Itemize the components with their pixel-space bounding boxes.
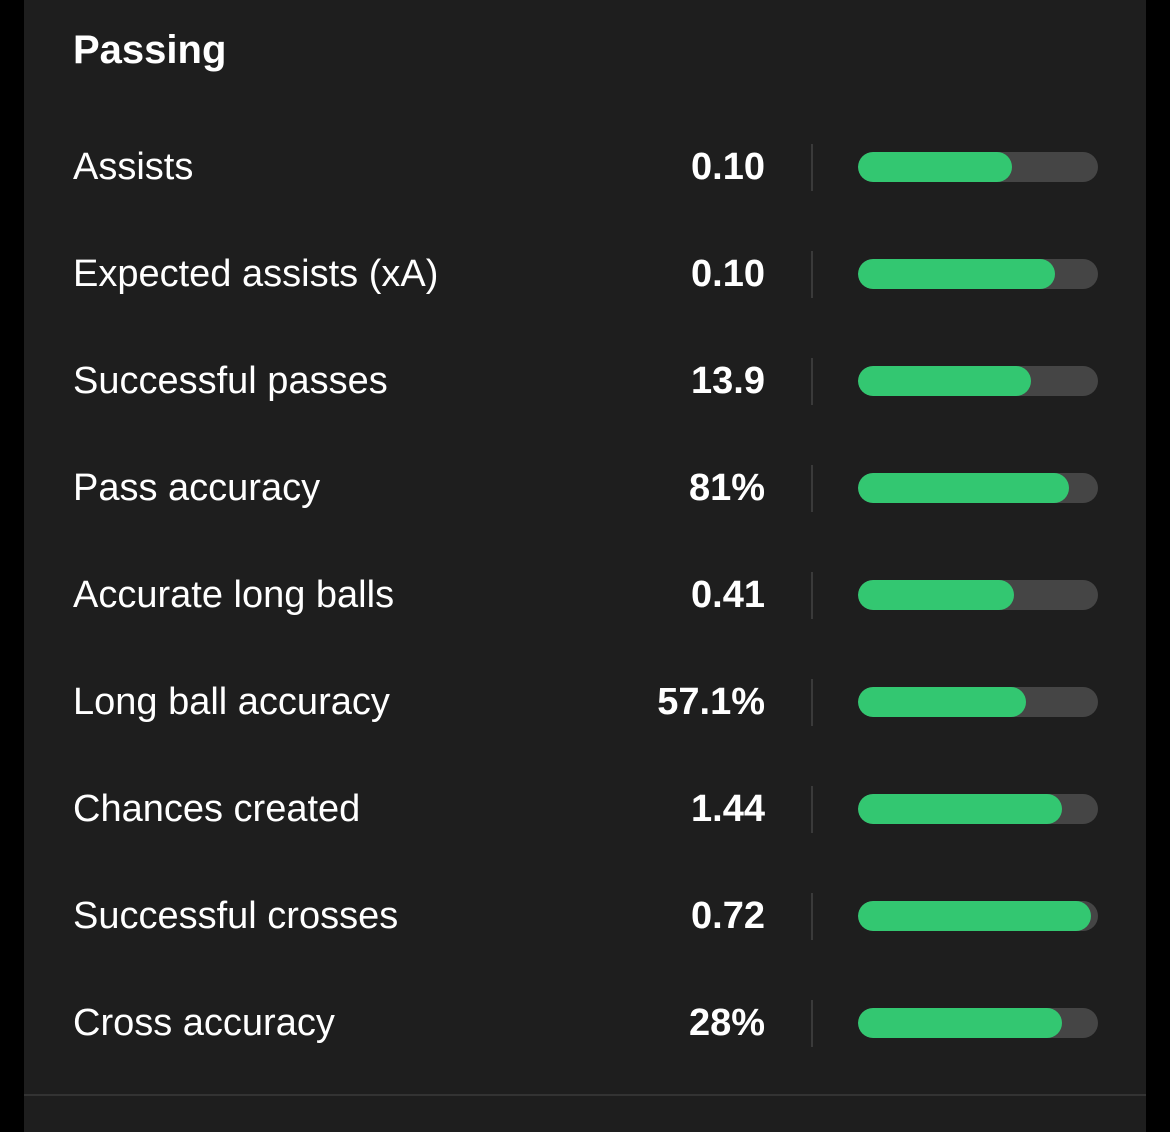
- stats-list: Assists 0.10 Expected assists (xA) 0.10 …: [24, 114, 1146, 1077]
- row-divider: [811, 1000, 813, 1047]
- row-divider: [811, 786, 813, 833]
- row-divider: [811, 893, 813, 940]
- stat-label: Successful crosses: [73, 895, 399, 937]
- row-divider: [811, 465, 813, 512]
- stat-row-expected-assists: Expected assists (xA) 0.10: [24, 221, 1146, 328]
- percentile-bar-fill: [858, 366, 1031, 396]
- row-divider: [811, 144, 813, 191]
- stat-row-cross-accuracy: Cross accuracy 28%: [24, 970, 1146, 1077]
- stat-label: Chances created: [73, 788, 361, 830]
- stat-value: 0.10: [691, 253, 765, 295]
- stat-label: Pass accuracy: [73, 467, 321, 509]
- percentile-bar-fill: [858, 259, 1055, 289]
- stat-value: 28%: [688, 1002, 765, 1044]
- row-divider: [811, 358, 813, 405]
- row-divider: [811, 251, 813, 298]
- stat-row-long-ball-accuracy: Long ball accuracy 57.1%: [24, 649, 1146, 756]
- stat-value: 57.1%: [657, 681, 765, 723]
- percentile-bar-fill: [858, 687, 1026, 717]
- stat-row-successful-crosses: Successful crosses 0.72: [24, 863, 1146, 970]
- row-divider: [811, 572, 813, 619]
- stat-label: Long ball accuracy: [73, 681, 390, 723]
- stat-value: 13.9: [691, 360, 765, 402]
- stat-value: 81%: [688, 467, 765, 509]
- stat-row-successful-passes: Successful passes 13.9: [24, 328, 1146, 435]
- stat-value: 0.41: [691, 574, 765, 616]
- percentile-bar: [858, 473, 1098, 503]
- percentile-bar-fill: [858, 794, 1062, 824]
- row-divider: [811, 679, 813, 726]
- stat-label: Successful passes: [73, 360, 388, 402]
- section-divider: [24, 1094, 1146, 1096]
- passing-stats-card: Passing Assists 0.10 Expected assists (x…: [24, 0, 1146, 1132]
- percentile-bar: [858, 794, 1098, 824]
- section-title: Passing: [73, 28, 227, 72]
- stat-value: 0.72: [691, 895, 765, 937]
- stat-row-accurate-long-balls: Accurate long balls 0.41: [24, 542, 1146, 649]
- stat-value: 0.10: [691, 146, 765, 188]
- percentile-bar: [858, 366, 1098, 396]
- percentile-bar: [858, 1008, 1098, 1038]
- stat-label: Assists: [73, 146, 194, 188]
- stat-value: 1.44: [691, 788, 765, 830]
- percentile-bar: [858, 259, 1098, 289]
- percentile-bar: [858, 580, 1098, 610]
- stat-row-pass-accuracy: Pass accuracy 81%: [24, 435, 1146, 542]
- percentile-bar: [858, 687, 1098, 717]
- stat-label: Accurate long balls: [73, 574, 395, 616]
- percentile-bar: [858, 901, 1098, 931]
- percentile-bar: [858, 152, 1098, 182]
- stat-row-assists: Assists 0.10: [24, 114, 1146, 221]
- percentile-bar-fill: [858, 901, 1091, 931]
- percentile-bar-fill: [858, 152, 1012, 182]
- percentile-bar-fill: [858, 1008, 1062, 1038]
- stat-label: Expected assists (xA): [73, 253, 439, 295]
- percentile-bar-fill: [858, 473, 1070, 503]
- stat-label: Cross accuracy: [73, 1002, 335, 1044]
- stat-row-chances-created: Chances created 1.44: [24, 756, 1146, 863]
- percentile-bar-fill: [858, 580, 1014, 610]
